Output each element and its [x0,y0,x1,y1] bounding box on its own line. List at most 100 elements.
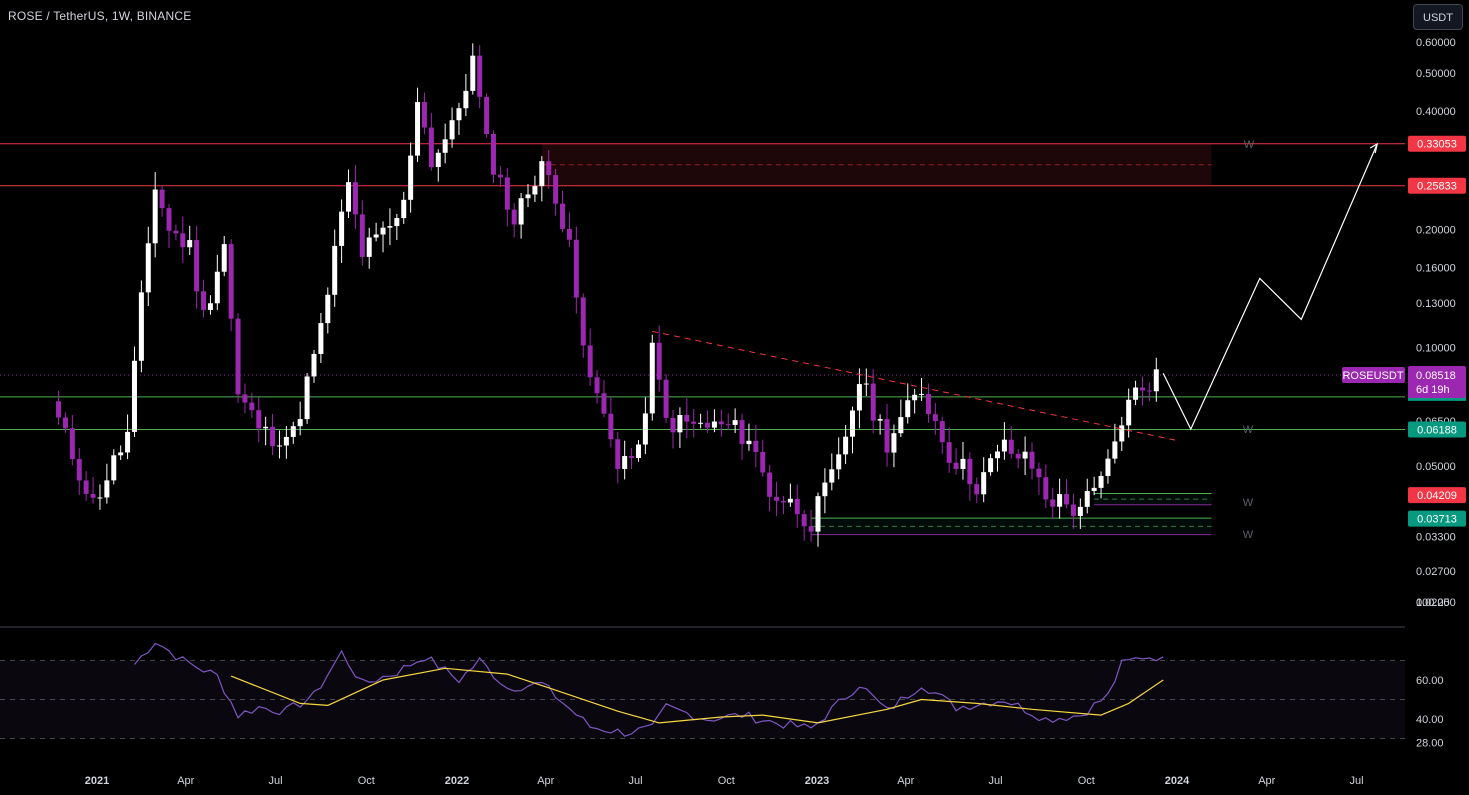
candle-body [850,410,856,437]
rsi-ma-line[interactable] [230,667,1164,724]
level-tag-0-25833-bg [1408,177,1466,194]
level-tag-0-33053-bg [1408,135,1466,152]
candle-body [725,424,731,426]
candle-body [863,383,869,385]
symbol-tag-text: ROSEUSDT [1342,370,1403,382]
candle-body [235,318,241,395]
candle-body [152,189,158,244]
candle-body [601,393,607,414]
time-axis-tick: Apr [177,775,194,787]
candle-body [276,445,282,447]
candle-body [194,240,200,292]
candle-body [525,194,531,199]
candle-body [1105,458,1111,476]
candle-body [532,186,538,195]
candle-body [746,440,752,445]
candle-body [691,421,697,424]
candle-body [642,413,648,445]
candle-body [649,342,655,414]
candle-body [670,417,676,433]
candle-body [843,436,849,455]
time-axis-tick: Apr [897,775,914,787]
candle-body [801,514,807,527]
candle-body [780,500,786,503]
candle-body [560,203,566,229]
candle-body [449,120,455,140]
candle-body [104,480,110,498]
candle-body [83,480,89,494]
candle-body [1126,399,1132,426]
candle-body [484,96,490,135]
candle-body [131,360,137,432]
candle-body [1133,387,1139,400]
candle-body [62,417,68,429]
candle-body [898,417,904,434]
level-tag-0-03713[interactable]: 0.03713 [1408,510,1466,527]
candle-body [352,182,358,215]
candle-body [705,422,711,428]
candle-body [1112,441,1118,459]
level-tag-0-03713-bg [1408,510,1466,527]
symbol-price-tag[interactable]: ROSEUSDT [1342,366,1405,383]
time-axis-tick: Apr [1258,775,1275,787]
candle-body [332,245,338,295]
candle-body [656,342,662,380]
candle-body [1091,487,1097,492]
candle-body [90,493,96,498]
time-axis-tick: 2024 [1165,775,1190,787]
level-tag-0-04209[interactable]: 0.04209 [1408,487,1466,504]
candle-body [145,243,151,293]
candle-body [380,227,386,235]
candle-body [912,394,918,401]
dashed-trendline[interactable] [652,330,1178,441]
candle-body [504,177,510,210]
level-tag-0-06188[interactable]: 0.06188 [1408,421,1466,438]
candle-body [207,303,213,310]
candle-body [718,421,724,425]
candle-body [753,440,759,452]
candle-body [587,345,593,378]
candle-body [187,240,193,248]
candle-body [946,442,952,463]
candle-body [1119,425,1125,442]
symbol-tag-bg [1342,366,1405,383]
candle-body [346,182,352,212]
current-price-tag-bg [1408,365,1466,398]
candle-body [1050,499,1056,507]
candle-body [408,155,414,200]
time-axis-tick: Jul [628,775,642,787]
candle-body [1057,494,1063,507]
candle-body [884,419,890,453]
wave-marker-label: W [1243,424,1254,436]
candle-body [739,420,745,445]
time-axis-tick: Apr [537,775,554,787]
level-tag-0-33053[interactable]: 0.33053 [1408,135,1466,152]
candle-body [808,526,814,532]
candle-body [932,414,938,422]
candle-body [974,484,980,495]
price-axis-tick: 0.02700 [1416,566,1456,578]
candle-body [1022,451,1028,459]
candle-body [214,271,220,304]
price-axis-tick: 0.13000 [1416,298,1456,310]
level-tag-0-25833[interactable]: 0.25833 [1408,177,1466,194]
candle-body [97,497,103,499]
current-price-tag[interactable]: 0.08518 6d 19h [1408,365,1466,398]
time-axis-tick: Jul [268,775,282,787]
candle-body [1153,369,1159,392]
candle-body [228,244,234,319]
candle-body [387,226,393,228]
rsi-axis-tick: 28.00 [1416,737,1444,749]
level-tag-0-06188-bg [1408,421,1466,438]
candle-body [318,323,324,354]
currency-button[interactable]: USDT [1413,4,1463,30]
time-axis-tick: Jul [1349,775,1363,787]
projection-path[interactable] [1162,143,1378,431]
candle-body [939,421,945,443]
candle-body [566,228,572,240]
candle-body [877,419,883,421]
candle-body [635,444,641,459]
candle-body [366,237,372,257]
